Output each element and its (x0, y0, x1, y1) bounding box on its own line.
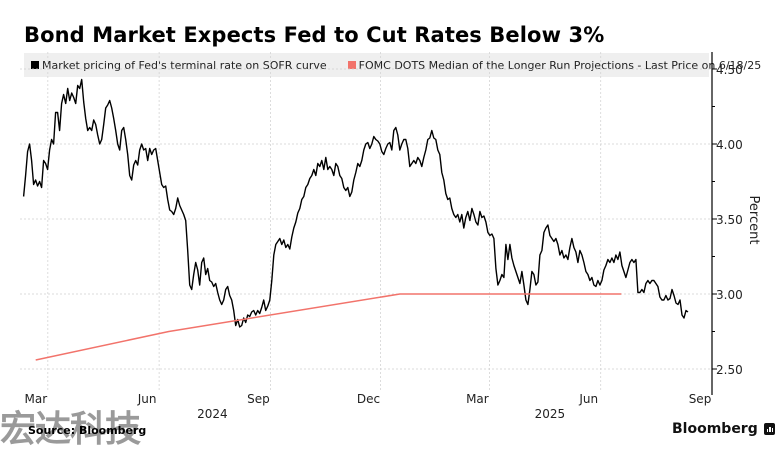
bloomberg-logo-icon (763, 423, 775, 435)
x-tick-label: Sep (689, 392, 712, 406)
y-tick-label: 4.00 (716, 138, 743, 152)
y-tick-label: 3.50 (716, 213, 743, 227)
series-line-sofr (22, 78, 689, 328)
x-tick-label: Jun (578, 392, 598, 406)
y-tick-label: 3.00 (716, 288, 743, 302)
y-axis: 4.50 4.00 3.50 3.00 2.50 (711, 52, 743, 395)
y-tick-label: 2.50 (716, 363, 743, 377)
y-tick-label: 4.50 (716, 63, 743, 77)
bloomberg-brand: Bloomberg (672, 421, 775, 437)
legend-label-sofr: Market pricing of Fed's terminal rate on… (42, 58, 327, 72)
watermark: 宏达科技 (0, 409, 141, 450)
legend-swatch-red (347, 61, 356, 69)
x-tick-label: Jun (137, 392, 157, 406)
legend-item-sofr: Market pricing of Fed's terminal rate on… (31, 59, 327, 72)
x-year-label: 2024 (197, 407, 228, 421)
series-layer (22, 78, 689, 361)
y-axis-title: Percent (746, 196, 761, 245)
brand-label: Bloomberg (672, 421, 758, 437)
gridlines (20, 52, 712, 390)
legend-label-fomc: FOMC DOTS Median of the Longer Run Proje… (358, 58, 762, 72)
chart-title: Bond Market Expects Fed to Cut Rates Bel… (24, 23, 605, 47)
x-tick-label: Mar (25, 392, 48, 406)
x-axis-labels: Mar Jun Sep Dec Mar Jun Sep 2024 2025 (25, 392, 712, 421)
chart-legend: Market pricing of Fed's terminal rate on… (24, 53, 761, 77)
x-tick-label: Dec (357, 392, 380, 406)
legend-swatch-black (31, 61, 39, 69)
x-year-label: 2025 (535, 407, 566, 421)
source-note: Source: Bloomberg (28, 424, 147, 437)
series-line-fomc (35, 293, 622, 361)
legend-item-fomc: FOMC DOTS Median of the Longer Run Proje… (347, 58, 762, 72)
x-tick-label: Sep (247, 392, 270, 406)
x-tick-label: Mar (466, 392, 489, 406)
